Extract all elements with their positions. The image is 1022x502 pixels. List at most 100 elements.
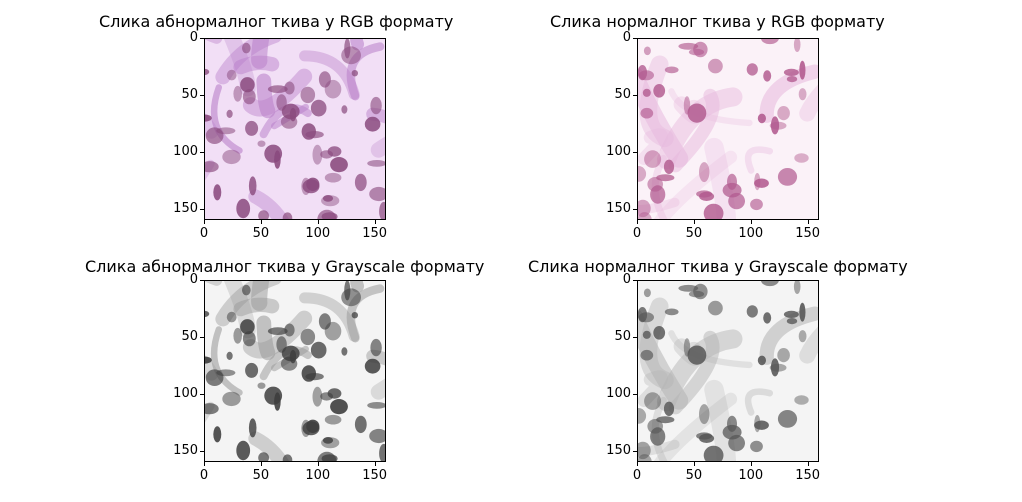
cell-nucleus <box>301 329 316 345</box>
cell-nucleus <box>264 145 282 163</box>
cell-nucleus <box>754 173 760 190</box>
x-tick-mark <box>808 220 809 224</box>
cell-nucleus <box>708 301 723 316</box>
tissue-fiber <box>241 63 272 67</box>
cell-nucleus <box>240 77 255 92</box>
y-tick-label: 100 <box>603 145 631 159</box>
y-tick-mark <box>200 152 204 153</box>
cell-nucleus <box>313 145 323 165</box>
cell-nucleus <box>699 192 714 201</box>
cell-nucleus <box>784 311 799 318</box>
cell-nucleus <box>341 46 361 64</box>
x-tick-mark <box>751 462 752 466</box>
y-tick-mark <box>633 209 637 210</box>
cell-nucleus <box>242 285 251 296</box>
cell-nucleus <box>771 116 779 134</box>
cell-nucleus <box>311 100 327 117</box>
cell-nucleus <box>227 110 233 118</box>
cell-nucleus <box>653 326 665 340</box>
y-tick-label: 0 <box>603 273 631 287</box>
y-tick-label: 150 <box>603 202 631 216</box>
cell-nucleus <box>355 416 367 433</box>
cell-nucleus <box>787 318 797 324</box>
cell-nucleus <box>305 131 323 138</box>
cell-nucleus <box>640 350 653 361</box>
cell-nucleus <box>258 383 266 389</box>
cell-nucleus <box>799 88 807 100</box>
cell-nucleus <box>778 410 797 428</box>
cell-nucleus <box>727 174 737 190</box>
cell-nucleus <box>758 114 766 124</box>
y-tick-label: 0 <box>170 273 198 287</box>
cell-nucleus <box>245 121 258 136</box>
cell-nucleus <box>249 418 257 437</box>
cell-nucleus <box>365 117 381 132</box>
y-tick-label: 50 <box>170 330 198 344</box>
x-tick-mark <box>261 462 262 466</box>
y-tick-label: 0 <box>603 31 631 45</box>
y-tick-mark <box>633 337 637 338</box>
cell-nucleus <box>644 150 661 168</box>
cell-nucleus <box>258 141 266 147</box>
cell-nucleus <box>699 404 709 424</box>
cell-nucleus <box>370 339 381 356</box>
cell-nucleus <box>640 108 653 119</box>
cell-nucleus <box>787 76 797 82</box>
cell-nucleus <box>236 441 250 460</box>
cell-nucleus <box>750 199 763 210</box>
tissue-image-normal-gray <box>637 280 819 462</box>
cell-nucleus <box>665 67 679 74</box>
cell-nucleus <box>344 280 350 300</box>
cell-nucleus <box>330 399 348 414</box>
x-tick-mark <box>637 462 638 466</box>
cell-nucleus <box>643 89 651 97</box>
cell-nucleus <box>678 285 698 292</box>
cell-nucleus <box>325 415 342 425</box>
x-tick-label: 150 <box>360 227 390 241</box>
x-tick-label: 50 <box>679 469 709 483</box>
panel-title: Слика абнормалног ткива у Grayscale форм… <box>85 257 505 277</box>
cell-nucleus <box>284 82 294 95</box>
y-tick-mark <box>633 280 637 281</box>
cell-nucleus <box>344 38 350 58</box>
cell-nucleus <box>213 426 221 442</box>
tissue-image-abnormal-gray <box>204 280 386 462</box>
cell-nucleus <box>777 106 790 120</box>
y-tick-mark <box>633 394 637 395</box>
cell-nucleus <box>245 363 258 378</box>
y-tick-mark <box>200 451 204 452</box>
cell-nucleus <box>750 441 763 452</box>
cell-nucleus <box>311 342 327 359</box>
cell-nucleus <box>227 352 233 360</box>
panel-title: Слика абнормалног ткива у RGB формату <box>99 12 339 32</box>
panel-title: Слика нормалног ткива у Grayscale формат… <box>528 257 948 277</box>
cell-nucleus <box>784 69 799 76</box>
cell-nucleus <box>754 415 760 432</box>
cell-nucleus <box>699 434 714 443</box>
cell-nucleus <box>688 346 707 365</box>
y-tick-label: 0 <box>170 31 198 45</box>
x-tick-mark <box>204 220 205 224</box>
cell-nucleus <box>290 350 296 363</box>
x-tick-mark <box>318 462 319 466</box>
cell-nucleus <box>778 168 797 186</box>
y-tick-mark <box>633 451 637 452</box>
y-tick-label: 50 <box>170 88 198 102</box>
cell-nucleus <box>727 416 737 432</box>
cell-nucleus <box>638 65 647 80</box>
x-tick-mark <box>751 220 752 224</box>
cell-nucleus <box>325 80 342 99</box>
cell-nucleus <box>313 387 323 407</box>
cell-nucleus <box>290 108 296 121</box>
cell-nucleus <box>284 324 294 337</box>
cell-nucleus <box>799 330 807 342</box>
x-tick-label: 150 <box>793 469 823 483</box>
x-tick-label: 100 <box>303 227 333 241</box>
cell-nucleus <box>367 402 386 409</box>
cell-nucleus <box>653 84 665 98</box>
x-tick-label: 50 <box>246 469 276 483</box>
y-tick-mark <box>200 38 204 39</box>
cell-nucleus <box>227 312 237 323</box>
tissue-fiber <box>264 323 268 353</box>
cell-nucleus <box>747 305 758 317</box>
